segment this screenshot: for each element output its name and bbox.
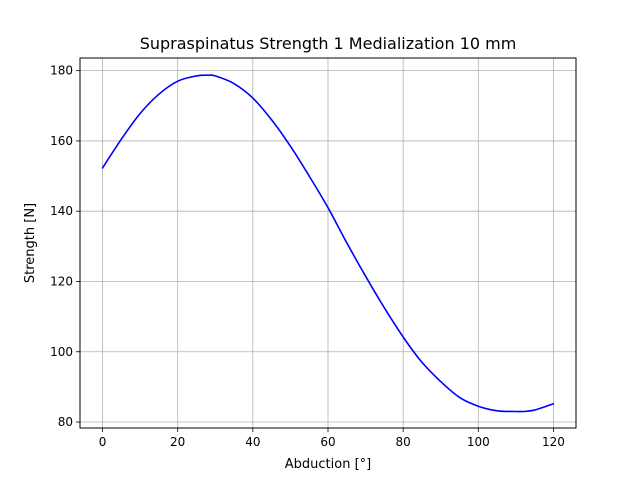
x-tick-label: 60: [320, 435, 335, 449]
x-tick-label: 80: [396, 435, 411, 449]
grid: [80, 58, 576, 428]
x-tick-label: 0: [99, 435, 107, 449]
y-tick-label: 80: [58, 415, 73, 429]
y-tick-label: 140: [50, 204, 73, 218]
x-axis-label: Abduction [°]: [285, 457, 371, 472]
chart-title: Supraspinatus Strength 1 Medialization 1…: [140, 34, 517, 53]
series-line: [101, 74, 555, 413]
ticks: 0 20 40 60 80 100 120 80 100 120 140 160 180: [50, 64, 565, 449]
x-tick-label: 100: [467, 435, 490, 449]
y-tick-label: 100: [50, 345, 73, 359]
x-tick-label: 40: [245, 435, 260, 449]
y-tick-label: 180: [50, 64, 73, 78]
y-tick-label: 160: [50, 134, 73, 148]
x-tick-label: 20: [170, 435, 185, 449]
series-layer: [101, 74, 555, 413]
x-tick-label: 120: [542, 435, 565, 449]
y-axis-label: Strength [N]: [23, 203, 38, 283]
y-tick-label: 120: [50, 274, 73, 288]
